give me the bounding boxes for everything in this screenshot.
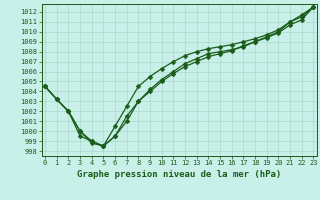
X-axis label: Graphe pression niveau de la mer (hPa): Graphe pression niveau de la mer (hPa): [77, 170, 281, 179]
